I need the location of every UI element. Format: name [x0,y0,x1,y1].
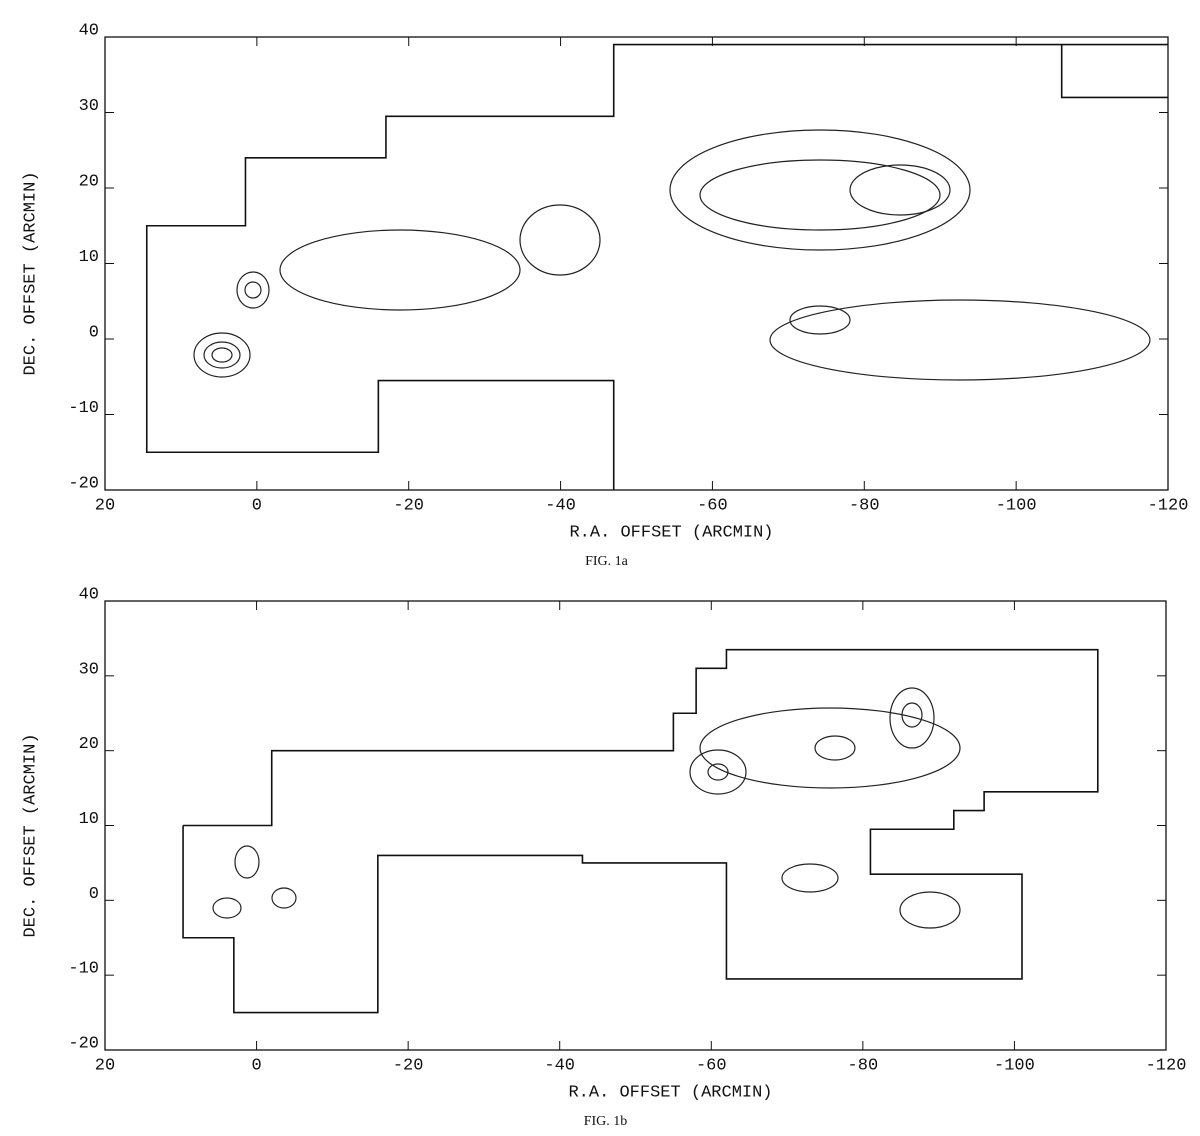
y-tick-label: 10 [79,810,99,829]
x-tick-label: 20 [95,1056,115,1075]
x-tick-label: -20 [393,496,424,515]
y-tick-label: 20 [79,735,99,754]
contour [203,341,241,369]
y-tick-label: -10 [68,399,99,418]
contour [689,749,747,795]
y-tick-label: 30 [79,660,99,679]
contour [234,845,260,879]
contour [271,887,297,909]
y-tick-label: 0 [89,885,99,904]
contour [901,702,923,728]
x-tick-label: -40 [545,496,576,515]
contour [699,707,961,789]
x-tick-label: -120 [1148,496,1189,515]
contour [899,891,961,929]
x-tick-label: -80 [849,496,880,515]
x-axis-label: R.A. OFFSET (ARCMIN) [569,523,773,542]
x-tick-label: -120 [1146,1056,1187,1075]
plot-frame [104,36,1169,491]
contour [211,347,233,363]
figure-caption: FIG. 1b [584,1114,628,1129]
contour [769,299,1151,381]
contour [707,763,729,781]
figure-caption: FIG. 1a [585,554,629,569]
contour [889,687,935,749]
contours [193,129,1151,929]
contour [279,229,521,311]
x-axis-label: R.A. OFFSET (ARCMIN) [568,1083,772,1102]
contour [193,332,251,378]
y-tick-label: 30 [79,97,99,116]
x-tick-label: -40 [544,1056,575,1075]
y-tick-label: 40 [79,585,99,604]
x-tick-label: 0 [251,1056,261,1075]
y-tick-label: 10 [79,248,99,267]
y-tick-label: 20 [79,172,99,191]
x-tick-label: 0 [252,496,262,515]
contour [849,164,951,216]
y-axis-label: DEC. OFFSET (ARCMIN) [21,733,40,937]
y-tick-label: -10 [68,960,99,979]
y-axis-label: DEC. OFFSET (ARCMIN) [21,171,40,375]
x-tick-label: -20 [393,1056,424,1075]
x-tick-label: -60 [696,1056,727,1075]
y-tick-label: 40 [79,21,99,40]
survey-boundary [1060,44,1168,99]
contour [669,129,971,251]
survey-boundary [182,648,1099,1014]
contour [244,281,262,299]
contour [789,305,851,335]
contour [699,159,941,231]
x-tick-label: -80 [848,1056,879,1075]
x-tick-label: 20 [95,496,115,515]
y-tick-label: -20 [68,474,99,493]
contour [236,271,270,309]
contour [212,897,242,919]
x-tick-label: -60 [697,496,728,515]
survey-boundary [145,43,1168,490]
x-tick-label: -100 [996,496,1037,515]
y-tick-label: -20 [68,1034,99,1053]
contour [781,863,839,893]
contour [519,204,601,276]
contour [814,735,856,761]
y-tick-label: 0 [89,323,99,342]
x-tick-label: -100 [994,1056,1035,1075]
